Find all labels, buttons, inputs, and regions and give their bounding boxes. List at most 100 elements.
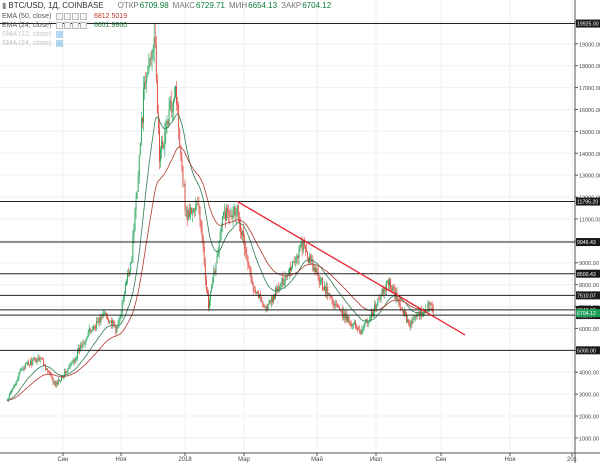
candle-body [350, 323, 352, 327]
candle-body [126, 281, 127, 286]
candle-body [14, 385, 16, 387]
indicator-row-sma24[interactable]: SMA (24, close) [2, 40, 64, 47]
indicator-row-ema24[interactable]: EMA (24, close) 6651.9860 [2, 22, 127, 29]
candle-body [239, 223, 241, 232]
high-value: 6729.71 [196, 1, 225, 10]
candle-body [72, 360, 74, 363]
candle-body [86, 336, 88, 340]
candle-body [222, 212, 224, 217]
settings-icon[interactable] [64, 13, 71, 20]
candle-body [250, 271, 252, 279]
indicator-name[interactable]: SMA (12, close) [2, 31, 52, 38]
x-tick-label: Сен [58, 457, 69, 463]
candle-body [324, 286, 326, 291]
more-icon[interactable] [80, 22, 87, 29]
candle-body [202, 236, 204, 247]
candle-body [318, 276, 320, 285]
candle-body [162, 140, 164, 148]
close-icon[interactable] [72, 22, 79, 29]
candle-body [187, 210, 189, 221]
candle-body [97, 321, 99, 323]
candle-body [193, 208, 195, 213]
candle-body [281, 277, 283, 283]
eye-icon[interactable] [56, 22, 63, 29]
candle-body [82, 343, 84, 348]
candle-body [85, 339, 87, 343]
indicator-row-sma12[interactable]: SMA (12, close) [2, 31, 64, 38]
candle-body [356, 327, 357, 329]
candle-body [323, 289, 324, 291]
candle-body [87, 333, 89, 337]
eye-off-icon[interactable] [56, 40, 63, 47]
y-tick-label: 6000.00 [579, 327, 599, 333]
candle-body [201, 227, 203, 237]
eye-icon[interactable] [56, 13, 63, 20]
level-label-bg [576, 19, 600, 28]
candle-body [431, 305, 433, 309]
y-tick-label: 14000.00 [579, 152, 600, 158]
candle-body [65, 370, 67, 374]
trendline[interactable] [236, 200, 466, 336]
candle-body [283, 283, 285, 286]
candle-body [261, 296, 263, 302]
candle-body [186, 209, 188, 221]
candle-body [163, 146, 165, 148]
indicator-row-ema50[interactable]: EMA (50, close) 6812.5019 [2, 13, 127, 20]
candle-body [355, 321, 356, 328]
candle-body [7, 398, 9, 401]
candle-body [13, 386, 15, 389]
candle-body [209, 301, 210, 309]
close-icon[interactable] [72, 13, 79, 20]
candle-body [12, 388, 13, 391]
y-tick-label: 3000.00 [579, 393, 599, 399]
candle-body [61, 377, 62, 381]
candle-body [278, 287, 280, 291]
x-tick-label: 2018 [178, 457, 192, 463]
more-icon[interactable] [80, 13, 87, 20]
candle-body [336, 305, 338, 308]
candle-body [84, 342, 86, 345]
candle-body [221, 216, 223, 227]
candle-body [357, 328, 359, 330]
candle-body [361, 329, 363, 335]
candle-body [299, 246, 301, 250]
candle-body [307, 252, 308, 258]
candle-body [190, 207, 192, 214]
candle-body [348, 316, 350, 322]
eye-off-icon[interactable] [56, 31, 63, 38]
candle-body [314, 267, 316, 273]
candle-body [276, 288, 278, 292]
collapse-icon[interactable]: ▮ [2, 1, 7, 10]
candle-body [232, 214, 234, 218]
candle-body [285, 276, 287, 278]
candle-body [427, 303, 429, 311]
candle-body [122, 297, 124, 301]
candle-body [400, 307, 402, 310]
indicator-name[interactable]: EMA (24, close) [2, 22, 52, 29]
candle-body [274, 294, 275, 299]
candle-body [53, 381, 55, 383]
candle-body [362, 329, 364, 331]
candle-body [59, 380, 61, 382]
current-price-bg [576, 309, 600, 318]
y-tick-label: 1000.00 [579, 436, 599, 442]
candle-body [192, 212, 193, 214]
settings-icon[interactable] [64, 22, 71, 29]
candle-body [271, 296, 273, 303]
candle-body [208, 293, 209, 309]
candle-body [415, 316, 417, 317]
candle-body [432, 308, 434, 314]
candle-body [382, 288, 384, 294]
candle-body [110, 320, 111, 322]
indicator-name[interactable]: EMA (50, close) [2, 13, 52, 20]
y-tick-label: 15000.00 [579, 130, 600, 136]
candle-body [392, 286, 394, 291]
candle-body [396, 292, 398, 301]
x-tick-label: Май [311, 456, 323, 463]
indicator-name[interactable]: SMA (24, close) [2, 40, 52, 47]
candle-body [28, 362, 29, 365]
symbol-title[interactable]: BTC/USD, 1Д, COINBASE [8, 1, 104, 10]
candle-body [20, 369, 22, 372]
